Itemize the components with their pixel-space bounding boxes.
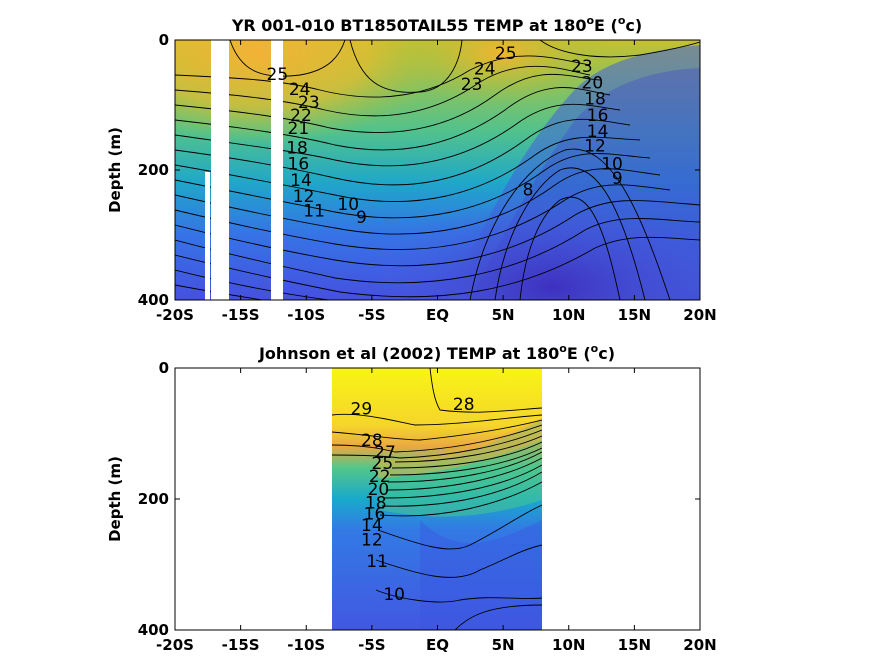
panel-1-data-gaps — [205, 40, 283, 300]
panel-2-contours — [332, 368, 542, 630]
x-tick-label: EQ — [426, 636, 449, 654]
contour-label: 18 — [365, 493, 387, 513]
panel-1-ylabel: Depth (m) — [106, 127, 124, 213]
contour-label: 10 — [383, 585, 405, 605]
contour-label: 25 — [372, 454, 394, 474]
x-tick-label: -15S — [222, 636, 260, 654]
contour-label: 23 — [461, 75, 483, 95]
contour-label: 12 — [293, 187, 315, 207]
contour-label: 9 — [612, 169, 623, 189]
y-tick-label: 400 — [138, 291, 169, 309]
contour-label: 12 — [584, 136, 606, 156]
contour-label: 12 — [361, 531, 383, 551]
x-tick-label: 10N — [552, 306, 585, 324]
x-tick-label: -20S — [156, 306, 194, 324]
x-tick-label: 10N — [552, 636, 585, 654]
panel-1: YR 001-010 BT1850TAIL55 TEMP at 180oE (o… — [106, 14, 717, 324]
contour-label: 25 — [267, 65, 289, 85]
contour-label: 11 — [366, 552, 388, 572]
contour-label: 24 — [289, 80, 311, 100]
contour-label: 22 — [369, 467, 391, 487]
contour-label: 24 — [474, 60, 496, 80]
y-tick-label: 200 — [138, 161, 169, 179]
contour-label: 18 — [584, 90, 606, 110]
contour-label: 18 — [286, 138, 308, 158]
panel-2-title: Johnson et al (2002) TEMP at 180oE (oc) — [258, 342, 615, 363]
x-tick-label: 20N — [683, 306, 716, 324]
x-tick-label: 5N — [492, 306, 515, 324]
contour-label: 14 — [361, 516, 383, 536]
x-tick-label: -20S — [156, 636, 194, 654]
contour-label: 20 — [582, 73, 604, 93]
contour-label: 14 — [587, 122, 609, 142]
y-tick-label: 0 — [159, 359, 169, 377]
x-tick-label: -10S — [287, 636, 325, 654]
x-tick-label: -5S — [358, 306, 385, 324]
y-tick-label: 0 — [159, 31, 169, 49]
contour-label: 8 — [523, 181, 534, 201]
x-tick-label: 5N — [492, 636, 515, 654]
contour-label: 27 — [374, 443, 396, 463]
x-tick-label: -5S — [358, 636, 385, 654]
contour-label: 16 — [364, 504, 386, 524]
contour-label: 16 — [288, 155, 310, 175]
panel-1-x-axis: -20S -15S -10S -5S EQ 5N 10N 15N 20N — [156, 40, 717, 324]
y-tick-label: 200 — [138, 490, 169, 508]
contour-label: 10 — [601, 155, 623, 175]
panel-1-title: YR 001-010 BT1850TAIL55 TEMP at 180oE (o… — [231, 14, 642, 35]
x-tick-label: -15S — [222, 306, 260, 324]
x-tick-label: -10S — [287, 306, 325, 324]
contour-label: 9 — [356, 208, 367, 228]
panel-2-x-axis: -20S -15S -10S -5S EQ 5N 10N 15N 20N — [156, 368, 717, 654]
contour-label: 10 — [337, 195, 359, 215]
contour-label: 23 — [298, 93, 320, 113]
x-tick-label: 20N — [683, 636, 716, 654]
contour-label: 29 — [351, 400, 373, 420]
panel-2: Johnson et al (2002) TEMP at 180oE (oc) — [106, 342, 717, 654]
y-tick-label: 400 — [138, 621, 169, 639]
contour-label: 14 — [290, 171, 312, 191]
x-tick-label: 15N — [618, 636, 651, 654]
x-tick-label: 15N — [618, 306, 651, 324]
contour-label: 16 — [587, 106, 609, 126]
contour-label: 23 — [571, 57, 593, 77]
contour-label: 21 — [288, 119, 310, 139]
panel-1-y-axis: 0 200 400 — [138, 31, 700, 309]
contour-label: 22 — [290, 106, 312, 126]
contour-label: 28 — [453, 395, 475, 415]
contour-label: 20 — [368, 480, 390, 500]
panel-2-y-axis: 0 200 400 — [138, 359, 700, 639]
panel-1-field — [175, 40, 700, 300]
panel-2-field — [332, 368, 542, 630]
contour-label: 28 — [361, 431, 383, 451]
panel-2-ylabel: Depth (m) — [106, 456, 124, 542]
contour-label: 25 — [495, 44, 517, 64]
contour-label: 11 — [303, 201, 325, 221]
x-tick-label: EQ — [426, 306, 449, 324]
